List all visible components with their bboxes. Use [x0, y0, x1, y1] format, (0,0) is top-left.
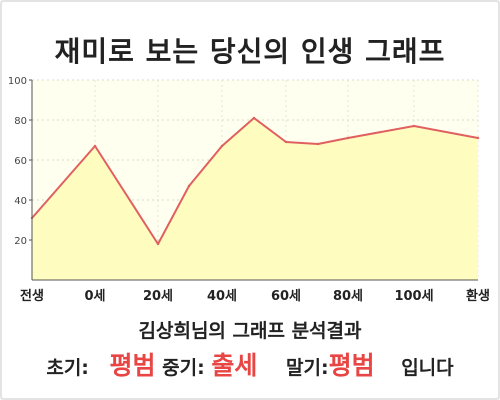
- x-tick-label: 20세: [143, 289, 173, 304]
- y-tick-label: 100: [8, 76, 27, 87]
- data-point: [156, 242, 160, 246]
- data-point: [93, 144, 97, 148]
- data-point: [476, 136, 480, 140]
- x-tick-label: 40세: [207, 289, 237, 304]
- area-fill: [32, 118, 478, 280]
- mid-label: 중기:: [162, 357, 205, 379]
- x-tick-label: 0세: [84, 289, 105, 304]
- x-tick-label: 60세: [271, 289, 301, 304]
- chart-title: 재미로 보는 당신의 인생 그래프: [54, 35, 446, 68]
- early-value: 평범: [109, 351, 156, 380]
- analysis-summary: 김상희님의 그래프 분석결과: [138, 320, 362, 342]
- data-point: [187, 184, 191, 188]
- late-label: 말기:: [286, 357, 329, 379]
- data-point: [346, 136, 350, 140]
- early-label: 초기:: [46, 357, 89, 379]
- mid-value: 출세: [211, 351, 258, 380]
- data-point: [284, 140, 288, 144]
- y-tick-label: 20: [14, 236, 27, 247]
- data-point: [412, 124, 416, 128]
- x-tick-label: 환생: [466, 288, 490, 304]
- analysis-result: 초기: 평범 중기: 출세 말기:평범 입니다: [0, 346, 500, 382]
- late-value: 평범: [328, 351, 375, 380]
- data-point: [252, 116, 256, 120]
- y-tick-label: 60: [14, 156, 27, 167]
- y-tick-label: 40: [14, 196, 27, 207]
- ending-text: 입니다: [401, 357, 454, 379]
- y-tick-label: 80: [14, 116, 27, 127]
- data-point: [316, 142, 320, 146]
- x-tick-label: 100세: [394, 289, 433, 304]
- x-tick-label: 80세: [333, 289, 363, 304]
- x-tick-label: 전생: [20, 288, 44, 304]
- data-point: [220, 144, 224, 148]
